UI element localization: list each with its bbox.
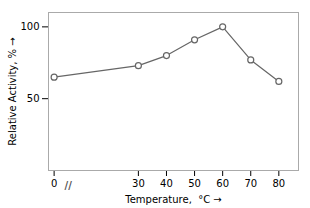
svg-text:50: 50 [27, 93, 40, 104]
svg-text:80: 80 [272, 178, 285, 189]
svg-text:40: 40 [160, 178, 173, 189]
svg-text:30: 30 [132, 178, 145, 189]
svg-text:Relative Activity, % →: Relative Activity, % → [7, 37, 18, 145]
svg-text:70: 70 [244, 178, 257, 189]
svg-text:0: 0 [51, 178, 57, 189]
svg-text:Temperature, °C →: Temperature, °C → [124, 194, 221, 205]
svg-text:60: 60 [216, 178, 229, 189]
svg-text:100: 100 [20, 21, 39, 32]
svg-text://: // [65, 180, 73, 191]
svg-text:50: 50 [188, 178, 201, 189]
